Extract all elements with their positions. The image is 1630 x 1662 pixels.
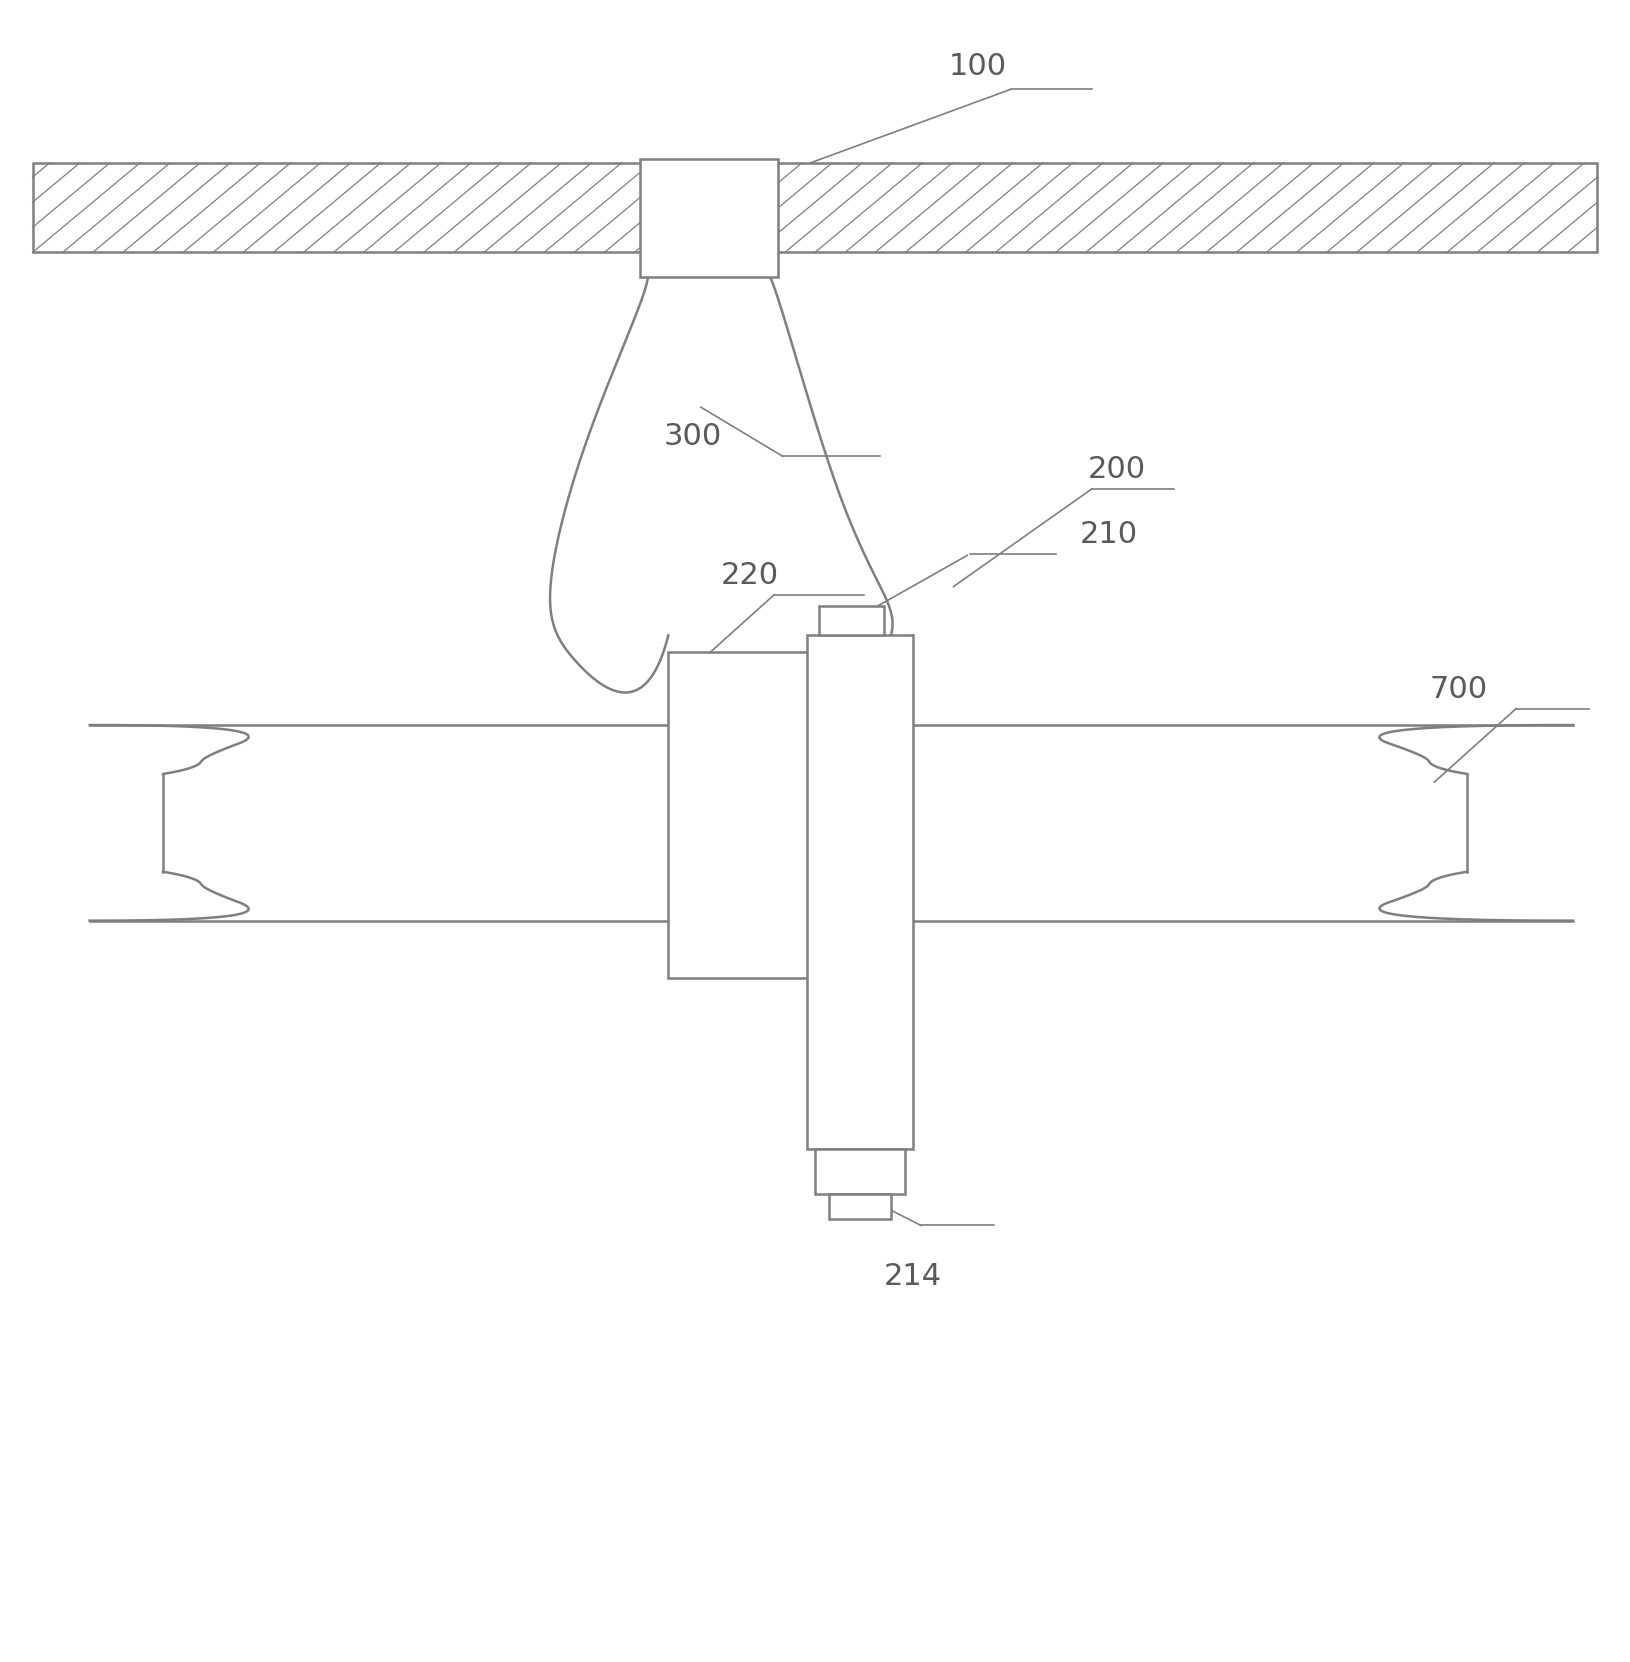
Polygon shape: [807, 635, 913, 1148]
Text: 100: 100: [949, 52, 1007, 81]
Polygon shape: [830, 1195, 892, 1218]
Text: 214: 214: [883, 1261, 942, 1291]
Text: 700: 700: [1430, 675, 1488, 705]
Polygon shape: [668, 652, 815, 977]
Text: 220: 220: [720, 560, 779, 590]
Text: 200: 200: [1087, 455, 1146, 484]
Polygon shape: [820, 607, 885, 635]
Text: 210: 210: [1079, 520, 1138, 548]
Polygon shape: [639, 160, 779, 278]
Polygon shape: [815, 1148, 905, 1195]
Text: 300: 300: [663, 422, 722, 450]
